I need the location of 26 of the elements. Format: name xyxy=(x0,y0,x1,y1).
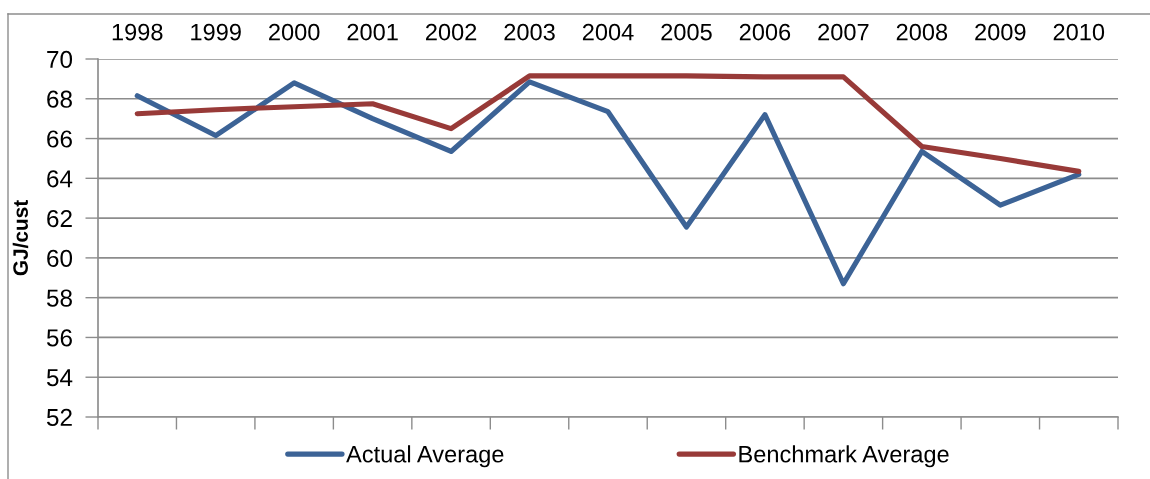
legend-label: Actual Average xyxy=(346,445,504,468)
y-tick-label: 70 xyxy=(47,50,73,69)
x-tick-label: 2008 xyxy=(896,23,948,41)
y-tick-label: 62 xyxy=(47,209,72,228)
y-tick-label: 64 xyxy=(47,170,73,188)
y-tick-label: 68 xyxy=(47,90,72,108)
y-axis-title: GJ/cust xyxy=(12,200,29,276)
y-tick-label: 56 xyxy=(46,329,72,347)
y-tick-label: 66 xyxy=(47,130,72,148)
legend-label: Benchmark Average xyxy=(739,445,949,468)
x-tick-label: 2001 xyxy=(347,23,398,41)
x-tick-label: 2004 xyxy=(582,23,634,41)
x-tick-label: 2007 xyxy=(818,23,869,41)
x-tick-label: 2003 xyxy=(504,23,555,41)
x-tick-label: 1999 xyxy=(191,23,241,41)
x-tick-label: 2005 xyxy=(661,23,712,41)
x-tick-label: 2000 xyxy=(269,23,320,41)
x-tick-label: 2010 xyxy=(1053,23,1105,41)
y-tick-label: 60 xyxy=(47,249,73,267)
y-tick-label: 58 xyxy=(46,289,72,307)
x-tick-label: 2006 xyxy=(739,23,791,41)
y-tick-label: 54 xyxy=(46,369,73,387)
x-tick-label: 2009 xyxy=(975,23,1026,41)
x-tick-label: 2002 xyxy=(426,23,477,41)
y-tick-label: 52 xyxy=(46,408,72,427)
x-tick-label: 1998 xyxy=(112,23,163,41)
